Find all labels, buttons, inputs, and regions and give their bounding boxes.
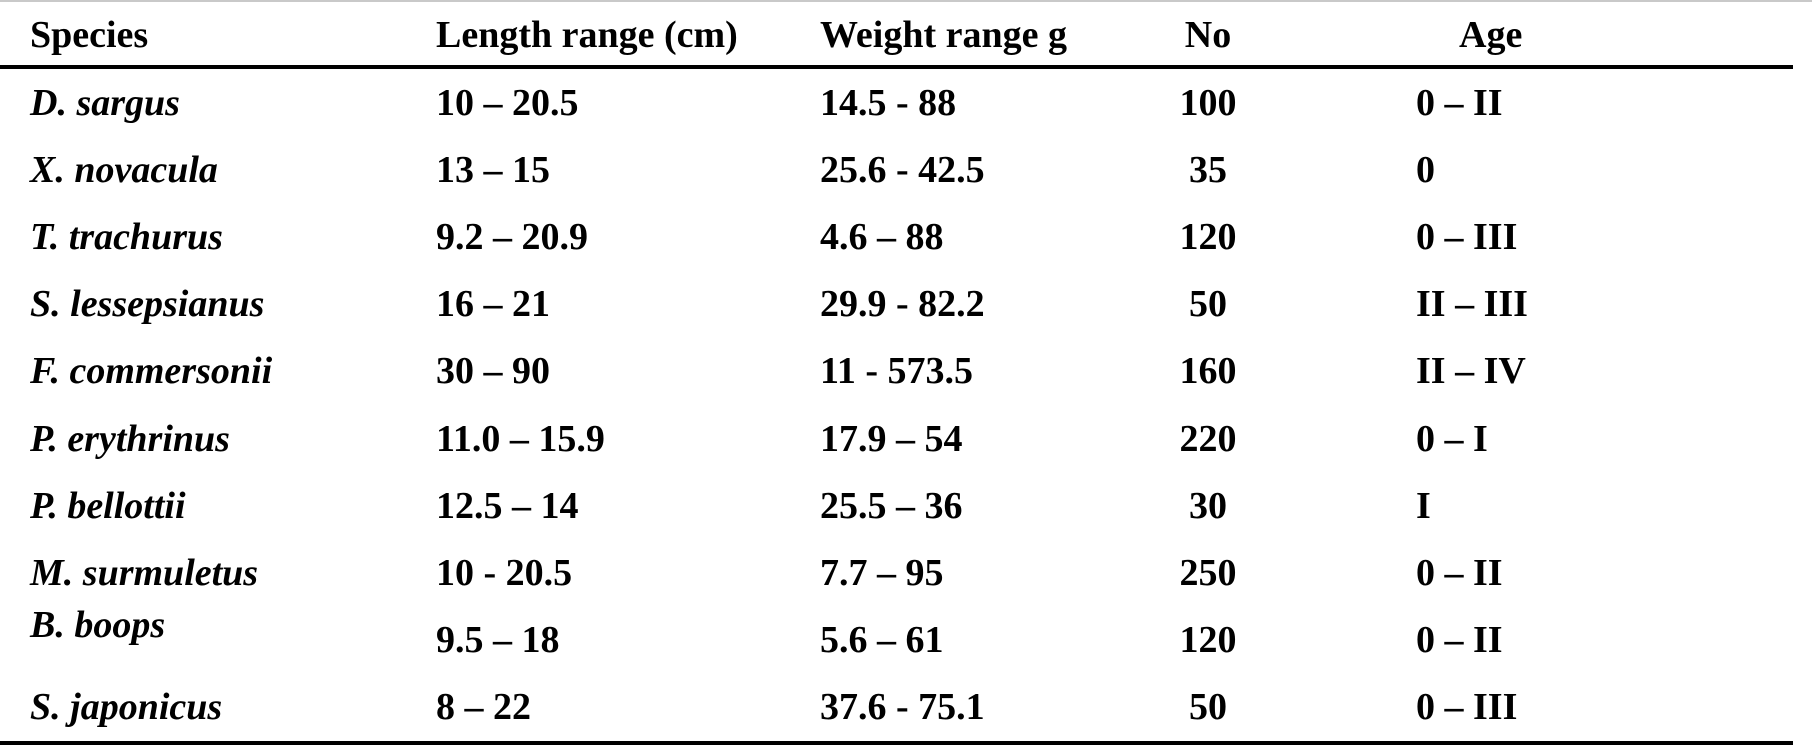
no-cell: 50	[1189, 283, 1227, 326]
weight-range-cell: 14.5 - 88	[820, 81, 957, 124]
species-cell: D. sargus	[30, 81, 180, 124]
weight-range-cell: 7.7 – 95	[820, 552, 944, 595]
species-cell: S. lessepsianus	[30, 283, 265, 326]
no-cell: 160	[1179, 350, 1237, 393]
weight-range-cell: 11 - 573.5	[820, 350, 974, 393]
column-header-species: Species	[30, 13, 149, 56]
no-cell: 100	[1179, 81, 1237, 124]
table-row: F. commersonii 30 – 90 11 - 573.5 160 II…	[0, 338, 1812, 405]
species-cell: S. japonicus	[30, 686, 223, 729]
header-rule	[0, 65, 1793, 69]
weight-range-cell: 4.6 – 88	[820, 216, 944, 258]
no-cell: 35	[1189, 148, 1227, 191]
table-row: B. boops 9.5 – 18 5.6 – 61 120 0 – II	[0, 604, 1812, 674]
no-cell: 120	[1179, 619, 1237, 662]
weight-range-cell: 5.6 – 61	[820, 619, 944, 662]
length-range-cell: 10 – 20.5	[436, 81, 579, 124]
species-cell: T. trachurus	[30, 216, 223, 258]
length-range-cell: 11.0 – 15.9	[436, 417, 605, 460]
weight-range-cell: 37.6 - 75.1	[820, 686, 985, 729]
column-header-length-range: Length range (cm)	[436, 13, 738, 56]
table-body: D. sargus 10 – 20.5 14.5 - 88 100 0 – II…	[0, 69, 1812, 741]
table-row: P. erythrinus 11.0 – 15.9 17.9 – 54 220 …	[0, 405, 1812, 472]
table-row: P. bellottii 12.5 – 14 25.5 – 36 30 I	[0, 472, 1812, 539]
length-range-cell: 10 - 20.5	[436, 552, 573, 595]
species-cell: M. surmuletus	[30, 552, 259, 595]
length-range-cell: 16 – 21	[436, 283, 550, 326]
bottom-rule	[0, 741, 1793, 745]
length-range-cell: 30 – 90	[436, 350, 550, 393]
table-row: S. lessepsianus 16 – 21 29.9 - 82.2 50 I…	[0, 271, 1812, 338]
no-cell: 220	[1179, 417, 1237, 460]
age-cell: I	[1416, 484, 1431, 527]
age-cell: 0 – I	[1416, 417, 1488, 460]
table-row: S. japonicus 8 – 22 37.6 - 75.1 50 0 – I…	[0, 674, 1812, 741]
length-range-cell: 12.5 – 14	[436, 484, 579, 527]
species-cell: P. bellottii	[30, 484, 186, 527]
species-cell: B. boops	[30, 604, 166, 647]
age-cell: II – IV	[1416, 350, 1526, 393]
column-header-age: Age	[1459, 13, 1523, 56]
no-cell: 30	[1189, 484, 1227, 527]
weight-range-cell: 25.5 – 36	[820, 484, 963, 527]
age-cell: 0	[1416, 148, 1435, 191]
table-row: M. surmuletus 10 - 20.5 7.7 – 95 250 0 –…	[0, 539, 1812, 606]
species-cell: X. novacula	[30, 148, 218, 191]
species-cell: P. erythrinus	[30, 417, 230, 460]
species-cell: F. commersonii	[30, 350, 273, 393]
length-range-cell: 9.2 – 20.9	[436, 216, 588, 258]
length-range-cell: 8 – 22	[436, 686, 531, 729]
length-range-cell: 13 – 15	[436, 148, 550, 191]
age-cell: 0 – III	[1416, 216, 1518, 258]
table-header-row: Species Length range (cm) Weight range g…	[0, 0, 1812, 69]
column-header-weight-range: Weight range g	[820, 13, 1067, 56]
age-cell: II – III	[1416, 283, 1528, 326]
no-cell: 120	[1179, 216, 1237, 258]
weight-range-cell: 17.9 – 54	[820, 417, 963, 460]
weight-range-cell: 29.9 - 82.2	[820, 283, 985, 326]
no-cell: 50	[1189, 686, 1227, 729]
weight-range-cell: 25.6 - 42.5	[820, 148, 985, 191]
age-cell: 0 – II	[1416, 619, 1503, 662]
table-row: X. novacula 13 – 15 25.6 - 42.5 35 0	[0, 136, 1812, 203]
age-cell: 0 – II	[1416, 81, 1503, 124]
table-row: D. sargus 10 – 20.5 14.5 - 88 100 0 – II	[0, 69, 1812, 136]
length-range-cell: 9.5 – 18	[436, 619, 560, 662]
age-cell: 0 – II	[1416, 552, 1503, 595]
cropped-top-rule	[0, 0, 1812, 2]
table-row: T. trachurus 9.2 – 20.9 4.6 – 88 120 0 –…	[0, 203, 1812, 270]
no-cell: 250	[1179, 552, 1237, 595]
column-header-no: No	[1184, 13, 1232, 56]
age-cell: 0 – III	[1416, 686, 1518, 729]
